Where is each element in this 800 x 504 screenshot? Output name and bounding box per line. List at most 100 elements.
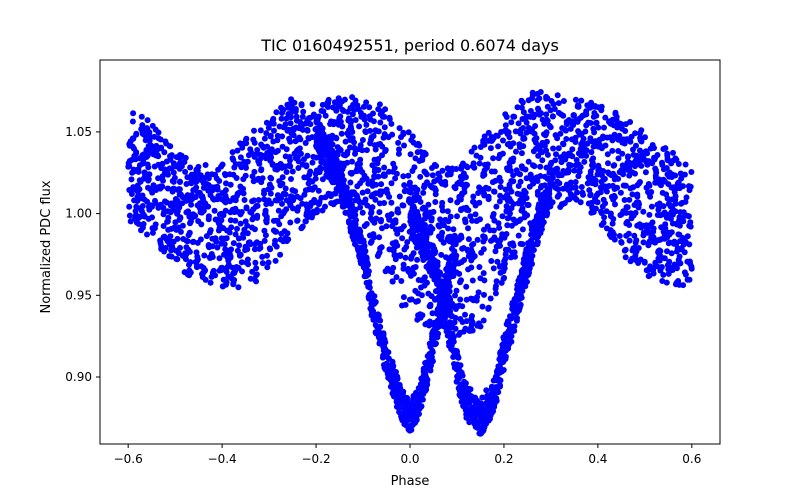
data-point: [341, 96, 348, 103]
data-point: [349, 158, 355, 165]
data-point: [396, 146, 402, 153]
data-point: [401, 142, 407, 149]
data-point: [642, 134, 648, 141]
data-point: [420, 223, 427, 230]
data-point: [388, 120, 395, 127]
data-point: [249, 268, 256, 275]
data-point: [422, 381, 428, 388]
data-point: [283, 197, 290, 204]
data-point: [588, 149, 595, 156]
data-point: [682, 161, 689, 168]
data-point: [600, 196, 607, 203]
data-point: [624, 154, 631, 161]
data-point: [622, 128, 629, 134]
data-point: [518, 104, 525, 111]
data-point: [194, 202, 201, 209]
data-point: [185, 232, 192, 239]
data-point: [339, 202, 346, 209]
data-point: [493, 132, 500, 139]
data-point: [569, 194, 576, 201]
data-point: [602, 114, 609, 121]
data-point: [326, 165, 333, 172]
data-point: [359, 189, 366, 196]
data-point: [429, 272, 436, 279]
data-point: [472, 403, 479, 410]
data-point: [336, 167, 343, 174]
data-point: [658, 264, 665, 270]
data-point: [462, 311, 468, 318]
data-point: [455, 331, 462, 338]
data-point: [526, 265, 533, 272]
data-point: [537, 196, 544, 203]
data-point: [239, 142, 245, 148]
data-point: [534, 188, 541, 195]
data-point: [603, 188, 610, 195]
data-point: [205, 213, 212, 220]
data-point: [174, 197, 181, 204]
data-point: [517, 240, 524, 247]
data-point: [261, 196, 268, 203]
data-point: [527, 113, 534, 120]
data-point: [640, 229, 647, 236]
data-point: [463, 204, 470, 211]
data-point: [432, 323, 439, 329]
data-point: [586, 187, 593, 194]
data-point: [205, 187, 212, 194]
data-point: [345, 115, 352, 122]
data-point: [650, 225, 657, 232]
data-point: [587, 135, 594, 142]
data-point: [416, 397, 423, 404]
data-point: [508, 314, 515, 320]
y-tick-label: 0.90: [65, 370, 92, 384]
data-point: [148, 142, 155, 149]
data-point: [308, 199, 315, 206]
data-point: [476, 264, 483, 270]
data-point: [624, 204, 631, 211]
data-point: [198, 193, 205, 200]
data-point: [636, 147, 643, 154]
data-point: [456, 179, 463, 186]
data-point: [477, 412, 484, 418]
data-point: [352, 117, 359, 123]
data-point: [523, 114, 530, 121]
data-point: [492, 177, 499, 184]
data-point: [520, 282, 527, 289]
y-tick-label: 0.95: [65, 288, 92, 302]
data-point: [427, 209, 434, 216]
data-point: [435, 330, 442, 337]
data-point: [480, 270, 487, 277]
data-point: [640, 239, 647, 246]
data-point: [506, 134, 513, 141]
data-point: [678, 246, 685, 253]
data-point: [497, 178, 504, 185]
data-point: [277, 236, 284, 243]
data-point: [416, 411, 422, 417]
data-point: [271, 127, 277, 134]
data-point: [245, 152, 252, 159]
data-point: [474, 236, 481, 243]
data-point: [491, 393, 498, 400]
data-point: [499, 359, 506, 366]
data-point: [377, 141, 384, 147]
axes: −0.6 −0.4 −0.2 0.0 0.2 0.4 0.6 0.90 0.95 1.00 1.05: [65, 59, 721, 466]
data-point: [510, 201, 517, 207]
data-point: [366, 104, 373, 111]
data-point: [615, 155, 622, 162]
data-point: [610, 196, 617, 203]
data-point: [183, 181, 190, 187]
data-point: [544, 186, 551, 192]
data-point: [257, 127, 264, 134]
data-point: [427, 266, 434, 273]
data-point: [484, 395, 491, 402]
data-point: [528, 176, 535, 183]
data-point: [381, 200, 388, 206]
data-point: [132, 212, 139, 219]
data-point: [361, 116, 368, 123]
data-point: [432, 199, 439, 205]
data-point: [515, 183, 522, 189]
data-point: [554, 193, 561, 200]
data-point: [458, 192, 465, 199]
data-point: [376, 340, 383, 347]
data-point: [510, 172, 517, 179]
data-point: [228, 224, 235, 231]
